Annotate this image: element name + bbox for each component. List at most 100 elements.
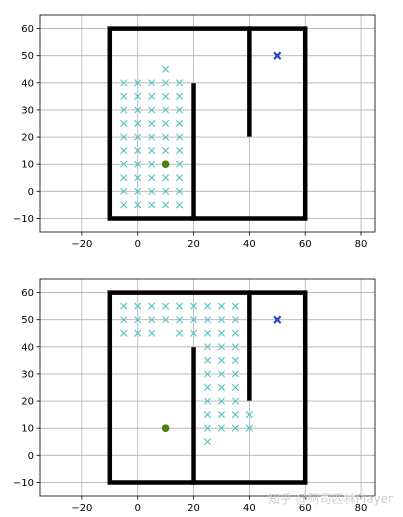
- explored-point-stroke: [217, 343, 226, 351]
- explored-point-stroke: [134, 147, 142, 155]
- explored-point-stroke: [120, 106, 128, 114]
- explored-point-stroke: [148, 79, 156, 87]
- explored-point-stroke: [162, 147, 170, 155]
- explored-point: [217, 302, 226, 310]
- explored-point: [148, 92, 156, 100]
- explored-point-stroke: [134, 302, 142, 310]
- explored-point: [175, 119, 184, 128]
- explored-point: [120, 201, 128, 209]
- explored-point-stroke: [175, 160, 184, 168]
- explored-point: [148, 316, 156, 324]
- explored-point: [231, 329, 240, 337]
- explored-point: [189, 302, 198, 310]
- explored-point-stroke: [175, 119, 184, 128]
- explored-point-stroke: [189, 316, 198, 324]
- explored-point-stroke: [245, 424, 253, 432]
- explored-point-stroke: [231, 302, 240, 310]
- y-tick-label: 30: [21, 105, 34, 116]
- explored-point: [120, 329, 128, 337]
- y-tick-label: 50: [21, 51, 34, 62]
- explored-point: [231, 302, 240, 310]
- explored-point: [189, 316, 198, 324]
- explored-point: [203, 343, 212, 351]
- x-tick-label: 40: [243, 503, 256, 514]
- explored-point-stroke: [120, 160, 128, 168]
- explored-point-stroke: [245, 411, 253, 419]
- explored-point: [162, 174, 170, 182]
- y-tick-label: 40: [21, 78, 34, 89]
- explored-point-stroke: [120, 302, 128, 310]
- x-tick-label: 80: [355, 239, 368, 250]
- explored-point: [203, 383, 212, 392]
- y-tick-label: 40: [21, 342, 34, 353]
- explored-point-stroke: [231, 383, 240, 392]
- explored-point: [134, 106, 142, 114]
- explored-point: [245, 411, 253, 419]
- explored-point-stroke: [148, 106, 156, 114]
- explored-point: [134, 119, 142, 128]
- explored-point: [148, 79, 156, 87]
- explored-point-stroke: [231, 370, 240, 378]
- y-tick-label: 50: [21, 315, 34, 326]
- goal-point: [273, 315, 282, 324]
- explored-point-stroke: [162, 119, 170, 128]
- explored-point: [203, 356, 212, 364]
- explored-point-stroke: [120, 187, 128, 195]
- explored-point-stroke: [231, 343, 240, 351]
- explored-point-stroke: [148, 302, 156, 310]
- explored-point-stroke: [134, 119, 142, 128]
- explored-point-stroke: [162, 133, 170, 141]
- explored-point-stroke: [134, 174, 142, 182]
- explored-point-stroke: [203, 302, 212, 310]
- explored-point-stroke: [203, 370, 212, 378]
- explored-point-stroke: [175, 174, 184, 182]
- explored-point-stroke: [189, 329, 198, 337]
- explored-point: [217, 397, 226, 405]
- explored-point: [162, 316, 170, 324]
- explored-point: [175, 160, 184, 168]
- explored-point: [120, 133, 128, 141]
- explored-point-stroke: [148, 329, 156, 337]
- explored-point: [134, 133, 142, 141]
- explored-point: [175, 147, 184, 155]
- explored-point: [217, 356, 226, 364]
- y-tick-label: 60: [21, 24, 34, 35]
- explored-point-stroke: [162, 174, 170, 182]
- explored-point: [148, 133, 156, 141]
- explored-point-stroke: [162, 79, 170, 87]
- explored-point: [175, 316, 184, 324]
- explored-point: [134, 174, 142, 182]
- explored-point: [148, 106, 156, 114]
- explored-point: [217, 316, 226, 324]
- x-tick-label: −20: [71, 503, 92, 514]
- explored-point: [203, 370, 212, 378]
- explored-point-stroke: [231, 397, 240, 405]
- explored-point-stroke: [175, 106, 184, 114]
- explored-point: [217, 424, 226, 432]
- x-tick-label: 0: [135, 239, 141, 250]
- explored-point: [148, 201, 156, 209]
- explored-point-stroke: [203, 397, 212, 405]
- explored-point: [134, 147, 142, 155]
- x-tick-label: 20: [187, 239, 200, 250]
- explored-point: [120, 160, 128, 168]
- y-tick-label: 60: [21, 288, 34, 299]
- explored-point: [217, 329, 226, 337]
- explored-point-stroke: [217, 356, 226, 364]
- explored-point: [148, 302, 156, 310]
- explored-point-stroke: [134, 201, 142, 209]
- explored-point: [120, 187, 128, 195]
- goal-point: [273, 51, 282, 60]
- chart-panel-1: −20 0 20 40 60 80 −10 0 10 20 30 40 50 60: [13, 14, 376, 250]
- explored-point-stroke: [175, 302, 184, 310]
- explored-point-stroke: [189, 302, 198, 310]
- explored-point: [162, 119, 170, 128]
- y-tick-label: 20: [21, 133, 34, 144]
- explored-point: [134, 79, 142, 87]
- axes-frame: [39, 14, 376, 233]
- explored-point: [175, 174, 184, 182]
- explored-point-stroke: [162, 65, 170, 73]
- explored-point-stroke: [231, 411, 240, 419]
- explored-point: [120, 106, 128, 114]
- explored-point: [162, 147, 170, 155]
